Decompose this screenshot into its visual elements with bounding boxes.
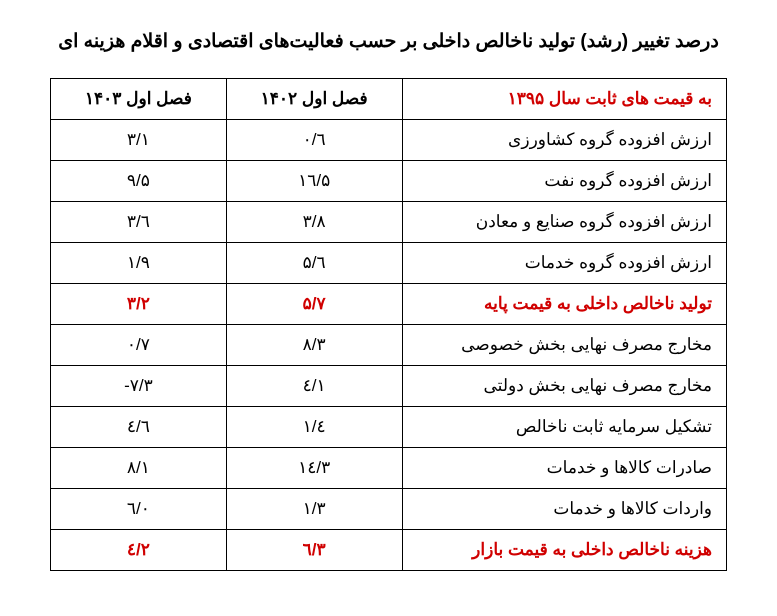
value-q1-1402: ۰/٦ [226, 120, 402, 161]
value-q1-1403: ٤/۲ [51, 530, 227, 571]
row-label: هزینه ناخالص داخلی به قیمت بازار [402, 530, 726, 571]
value-q1-1403: ۳/۲ [51, 284, 227, 325]
value-q1-1403: -۷/۳ [51, 366, 227, 407]
value-q1-1402: ٦/۳ [226, 530, 402, 571]
value-q1-1403: ۳/٦ [51, 202, 227, 243]
value-q1-1403: ۹/۵ [51, 161, 227, 202]
value-q1-1403: ۰/۷ [51, 325, 227, 366]
value-q1-1403: ۳/۱ [51, 120, 227, 161]
table-row: واردات کالاها و خدمات۱/۳٦/۰ [51, 489, 727, 530]
row-label: تولید ناخالص داخلی به قیمت پایه [402, 284, 726, 325]
value-q1-1403: ٤/٦ [51, 407, 227, 448]
header-q1-1402: فصل اول ۱۴۰۲ [226, 79, 402, 120]
row-label: ارزش افزوده گروه کشاورزی [402, 120, 726, 161]
table-row: ارزش افزوده گروه خدمات۵/٦۱/۹ [51, 243, 727, 284]
value-q1-1402: ۱/٤ [226, 407, 402, 448]
table-row: صادرات کالاها و خدمات۱٤/۳۸/۱ [51, 448, 727, 489]
table-row: تشکیل سرمایه ثابت ناخالص۱/٤٤/٦ [51, 407, 727, 448]
value-q1-1402: ۱/۳ [226, 489, 402, 530]
page-title: درصد تغییر (رشد) تولید ناخالص داخلی بر ح… [50, 30, 727, 53]
table-row: ارزش افزوده گروه کشاورزی۰/٦۳/۱ [51, 120, 727, 161]
row-label: واردات کالاها و خدمات [402, 489, 726, 530]
value-q1-1402: ٤/۱ [226, 366, 402, 407]
row-label: ارزش افزوده گروه نفت [402, 161, 726, 202]
value-q1-1402: ۸/۳ [226, 325, 402, 366]
table-row: تولید ناخالص داخلی به قیمت پایه۵/۷۳/۲ [51, 284, 727, 325]
header-constant-prices: به قیمت های ثابت سال ۱۳۹۵ [402, 79, 726, 120]
table-header-row: به قیمت های ثابت سال ۱۳۹۵ فصل اول ۱۴۰۲ ف… [51, 79, 727, 120]
row-label: ارزش افزوده گروه خدمات [402, 243, 726, 284]
value-q1-1403: ۱/۹ [51, 243, 227, 284]
header-q1-1403: فصل اول ۱۴۰۳ [51, 79, 227, 120]
gdp-table: به قیمت های ثابت سال ۱۳۹۵ فصل اول ۱۴۰۲ ف… [50, 78, 727, 571]
value-q1-1403: ۸/۱ [51, 448, 227, 489]
table-row: مخارج مصرف نهایی بخش خصوصی۸/۳۰/۷ [51, 325, 727, 366]
table-row: ارزش افزوده گروه صنایع و معادن۳/۸۳/٦ [51, 202, 727, 243]
value-q1-1402: ۱٤/۳ [226, 448, 402, 489]
row-label: مخارج مصرف نهایی بخش خصوصی [402, 325, 726, 366]
value-q1-1402: ۱٦/۵ [226, 161, 402, 202]
table-row: هزینه ناخالص داخلی به قیمت بازار٦/۳٤/۲ [51, 530, 727, 571]
value-q1-1402: ۵/٦ [226, 243, 402, 284]
row-label: تشکیل سرمایه ثابت ناخالص [402, 407, 726, 448]
value-q1-1402: ۳/۸ [226, 202, 402, 243]
row-label: ارزش افزوده گروه صنایع و معادن [402, 202, 726, 243]
value-q1-1403: ٦/۰ [51, 489, 227, 530]
table-row: ارزش افزوده گروه نفت۱٦/۵۹/۵ [51, 161, 727, 202]
value-q1-1402: ۵/۷ [226, 284, 402, 325]
row-label: صادرات کالاها و خدمات [402, 448, 726, 489]
row-label: مخارج مصرف نهایی بخش دولتی [402, 366, 726, 407]
table-row: مخارج مصرف نهایی بخش دولتی٤/۱-۷/۳ [51, 366, 727, 407]
